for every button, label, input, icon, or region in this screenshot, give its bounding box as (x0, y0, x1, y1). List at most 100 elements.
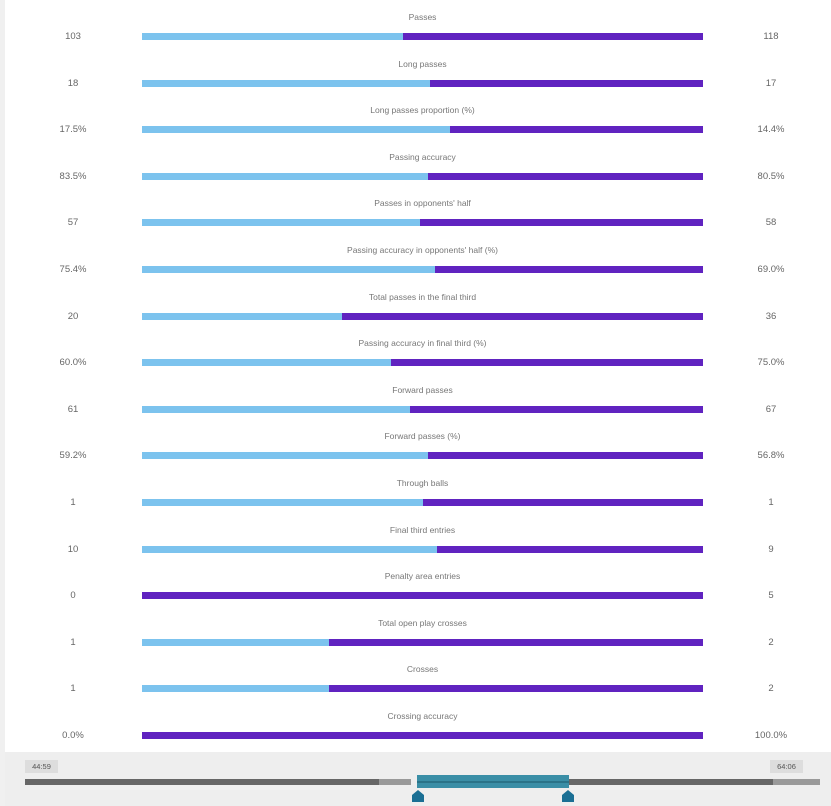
timeline-track-gap[interactable] (773, 779, 820, 785)
stat-label: Penalty area entries (384, 571, 461, 582)
stat-home-bar (142, 685, 329, 693)
stat-row: Passes 103 118 (5, 4, 831, 50)
stat-label: Passing accuracy in final third (%) (358, 338, 487, 349)
timeline-track[interactable] (569, 779, 773, 785)
stat-comparison-bar (142, 33, 703, 40)
stat-label: Passes (408, 12, 437, 22)
stat-row: Passing accuracy 83.5% 80.5% (5, 144, 831, 190)
stat-home-value: 61 (67, 403, 79, 415)
stat-row: Long passes 18 17 (5, 51, 831, 97)
stat-row: Crossing accuracy 0.0% 100.0% (5, 703, 831, 749)
stat-home-value: 1 (70, 683, 76, 695)
stat-label: Passing accuracy in opponents' half (%) (347, 245, 498, 255)
stat-comparison-bar (142, 172, 703, 180)
stat-home-value: 59.2% (59, 450, 87, 462)
stat-label: Crosses (406, 664, 439, 675)
stat-home-value: 1 (70, 636, 76, 648)
stat-away-value: 80.5% (757, 170, 785, 182)
handle-marker-icon[interactable] (562, 790, 574, 802)
stats-list: Passes 103 118 Long passes 18 17 Long passes p… (5, 0, 831, 752)
stat-comparison-bar (142, 126, 703, 134)
stat-label: Through balls (396, 478, 449, 488)
stat-away-value: 9 (768, 543, 774, 555)
stat-comparison-bar (142, 499, 703, 506)
stat-comparison-bar (142, 685, 703, 693)
stat-label: Long passes proportion (%) (370, 105, 475, 116)
stat-home-value: 10 (67, 543, 79, 555)
stat-home-bar (142, 405, 410, 413)
timeline-track[interactable] (25, 779, 379, 785)
stat-home-bar (142, 126, 450, 134)
stat-label: Total passes in the final third (368, 291, 477, 302)
stat-home-bar (142, 266, 435, 273)
stat-home-bar (142, 638, 329, 646)
stat-away-value: 69.0% (757, 264, 785, 275)
stat-comparison-bar (142, 592, 703, 600)
stat-row: Crosses 1 2 (5, 656, 831, 702)
stat-comparison-bar (142, 359, 703, 367)
timeline-selected-range[interactable] (417, 775, 569, 788)
stat-row: Through balls 1 1 (5, 470, 831, 516)
stat-comparison-bar (142, 638, 703, 646)
stat-row: Final third entries 10 9 (5, 517, 831, 563)
stat-away-value: 36 (765, 310, 777, 322)
stat-home-value: 20 (67, 310, 79, 322)
stat-home-bar (142, 219, 420, 227)
stat-home-value: 103 (65, 31, 81, 42)
stat-row: Total open play crosses 1 2 (5, 610, 831, 656)
stat-comparison-bar (142, 312, 703, 320)
stat-home-bar (142, 79, 430, 87)
handle-marker-icon[interactable] (412, 790, 424, 802)
stat-away-value: 17 (765, 77, 777, 89)
stat-label: Forward passes (%) (384, 431, 461, 442)
stat-label: Passing accuracy (389, 151, 456, 162)
stat-row: Total passes in the final third 20 36 (5, 284, 831, 330)
timeline-start-time: 44:59 (25, 760, 58, 773)
stat-row: Passing accuracy in final third (%) 60.0%… (5, 330, 831, 376)
stat-away-value: 14.4% (757, 124, 785, 136)
stat-row: Long passes proportion (%) 17.5% 14.4% (5, 97, 831, 143)
stat-home-bar (142, 33, 403, 40)
timeline-range-slider[interactable]: 44:59 64:06 (5, 752, 831, 806)
stat-row: Passing accuracy in opponents' half (%) 7… (5, 237, 831, 283)
stat-away-value: 75.0% (757, 357, 785, 369)
stat-row: Forward passes 61 67 (5, 377, 831, 423)
stat-label: Final third entries (389, 524, 456, 535)
stat-home-value: 60.0% (59, 357, 87, 369)
stat-home-bar (142, 499, 423, 506)
stat-home-value: 18 (67, 77, 79, 89)
timeline-track-gap[interactable] (379, 779, 411, 785)
stat-away-value: 5 (768, 590, 774, 602)
stat-label: Long passes (398, 58, 447, 69)
stat-home-value: 75.4% (59, 264, 87, 275)
stat-comparison-bar (142, 219, 703, 227)
stat-away-value: 2 (768, 683, 774, 695)
match-stats-panel: Passes 103 118 Long passes 18 17 Long passes p… (5, 0, 831, 806)
stat-row: Penalty area entries 0 5 (5, 563, 831, 609)
stat-home-bar (142, 312, 342, 320)
stat-label: Forward passes (392, 384, 453, 395)
stat-home-value: 0.0% (62, 730, 84, 741)
stat-away-value: 58 (765, 217, 777, 229)
stat-home-bar (142, 545, 437, 553)
stat-away-value: 67 (765, 403, 777, 415)
stat-label: Passes in opponents' half (374, 198, 471, 209)
stat-comparison-bar (142, 79, 703, 87)
stat-comparison-bar (142, 452, 703, 460)
stat-comparison-bar (142, 545, 703, 553)
stat-away-value: 100.0% (754, 730, 788, 741)
stat-label: Total open play crosses (378, 617, 467, 628)
stat-row: Forward passes (%) 59.2% 56.8% (5, 423, 831, 469)
stat-label: Crossing accuracy (387, 711, 458, 721)
stat-home-bar (142, 172, 428, 180)
stat-away-value: 56.8% (757, 450, 785, 462)
stat-home-bar (142, 452, 428, 460)
stat-home-value: 17.5% (59, 124, 87, 136)
stat-away-value: 2 (768, 636, 774, 648)
stat-home-value: 83.5% (59, 170, 87, 182)
stat-home-value: 57 (67, 217, 79, 229)
stat-home-value: 1 (70, 497, 76, 508)
stat-comparison-bar (142, 405, 703, 413)
stat-comparison-bar (142, 266, 703, 273)
stat-home-value: 0 (70, 590, 76, 602)
